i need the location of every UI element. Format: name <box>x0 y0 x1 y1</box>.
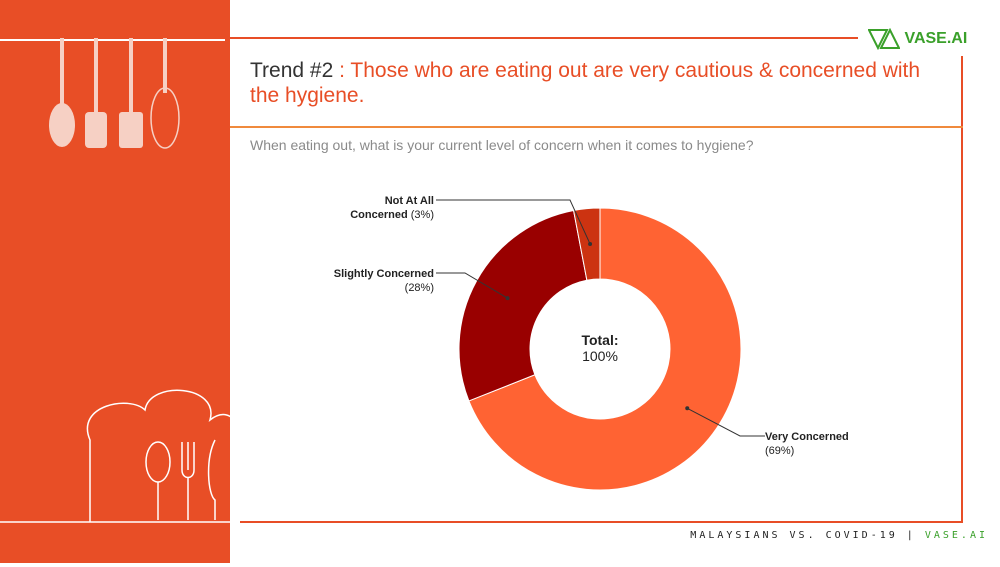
label-name-1: Not At All <box>384 195 434 207</box>
slice-very-concerned <box>468 207 742 491</box>
label-name: Very Concerned <box>765 431 849 443</box>
label-slightly: Slightly Concerned (28%) <box>334 267 434 295</box>
page-title: Trend #2 : Those who are eating out are … <box>250 58 940 108</box>
leader-line <box>687 407 765 437</box>
label-very: Very Concerned (69%) <box>765 430 849 458</box>
leader-dot <box>588 241 593 246</box>
label-pct: (3%) <box>410 209 434 221</box>
center-value: 100% <box>582 348 618 364</box>
logo-text: VASE.AI <box>904 30 968 48</box>
center-total: Total: 100% <box>550 332 650 364</box>
label-not-at-all: Not At All Concerned (3%) <box>350 194 434 222</box>
label-name: Slightly Concerned <box>333 268 434 280</box>
slice-slightly-concerned <box>458 209 588 402</box>
left-decor-panel <box>0 0 244 563</box>
frame-right-line <box>961 56 963 523</box>
vase-logo: VASE.AI <box>867 27 968 51</box>
center-label: Total: <box>581 332 619 348</box>
leader-dot <box>505 296 510 301</box>
label-name-2: Concerned <box>350 209 408 221</box>
survey-question: When eating out, what is your current le… <box>250 137 754 153</box>
frame-top-line <box>230 37 858 39</box>
leader-line <box>436 272 508 299</box>
leader-line <box>436 199 591 245</box>
trend-headline: : Those who are eating out are very caut… <box>250 59 921 107</box>
title-divider <box>230 126 963 128</box>
trend-number: Trend #2 <box>250 59 334 82</box>
leader-dot <box>685 406 690 411</box>
slice-not-at-all-concerned <box>572 207 601 281</box>
footer-brand: VASE.AI <box>924 530 988 541</box>
frame-bottom-line <box>240 521 963 523</box>
footer: MALAYSIANS VS. COVID-19 | VASE.AI <box>690 530 988 541</box>
label-pct: (28%) <box>404 282 434 294</box>
footer-text: MALAYSIANS VS. COVID-19 | <box>690 530 916 541</box>
vase-logo-icon <box>867 27 901 51</box>
label-pct: (69%) <box>765 445 795 457</box>
